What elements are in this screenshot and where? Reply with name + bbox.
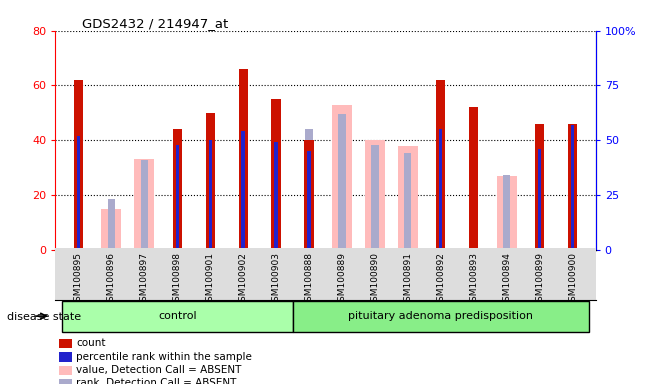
Bar: [365, 140, 385, 250]
Bar: [538, 149, 541, 250]
Bar: [107, 199, 115, 250]
Bar: [242, 131, 245, 250]
Text: value, Detection Call = ABSENT: value, Detection Call = ABSENT: [76, 365, 242, 375]
Bar: [469, 107, 478, 250]
Bar: [62, 301, 292, 332]
Text: GSM100893: GSM100893: [469, 252, 478, 307]
Bar: [134, 159, 154, 250]
Text: GSM100898: GSM100898: [173, 252, 182, 307]
Bar: [275, 142, 278, 250]
Bar: [436, 80, 445, 250]
Text: percentile rank within the sample: percentile rank within the sample: [76, 351, 252, 362]
Bar: [404, 153, 411, 250]
Bar: [497, 176, 517, 250]
Bar: [305, 140, 314, 250]
Text: GSM100895: GSM100895: [74, 252, 83, 307]
Bar: [568, 124, 577, 250]
Bar: [59, 353, 72, 362]
Text: GSM100896: GSM100896: [107, 252, 116, 307]
Text: GSM100897: GSM100897: [140, 252, 149, 307]
Text: GSM100903: GSM100903: [271, 252, 281, 307]
Bar: [102, 209, 121, 250]
Text: rank, Detection Call = ABSENT: rank, Detection Call = ABSENT: [76, 378, 236, 384]
Text: control: control: [158, 311, 197, 321]
Text: GSM100894: GSM100894: [502, 252, 511, 307]
Bar: [271, 99, 281, 250]
Text: GSM100890: GSM100890: [370, 252, 380, 307]
Text: GSM100888: GSM100888: [305, 252, 314, 307]
Text: GSM100901: GSM100901: [206, 252, 215, 307]
Bar: [77, 136, 80, 250]
Text: GDS2432 / 214947_at: GDS2432 / 214947_at: [82, 17, 229, 30]
Bar: [141, 160, 148, 250]
Bar: [173, 129, 182, 250]
Bar: [339, 114, 346, 250]
Text: disease state: disease state: [7, 312, 81, 322]
Text: GSM100902: GSM100902: [239, 252, 247, 307]
Text: pituitary adenoma predisposition: pituitary adenoma predisposition: [348, 311, 533, 321]
Bar: [503, 175, 510, 250]
Bar: [238, 69, 248, 250]
Bar: [59, 339, 72, 348]
Bar: [332, 104, 352, 250]
Bar: [74, 80, 83, 250]
Text: GSM100899: GSM100899: [535, 252, 544, 307]
Text: count: count: [76, 338, 105, 348]
Bar: [371, 144, 378, 250]
Text: GSM100900: GSM100900: [568, 252, 577, 307]
Bar: [208, 140, 212, 250]
Bar: [439, 129, 443, 250]
Bar: [176, 144, 179, 250]
Bar: [59, 379, 72, 384]
Bar: [307, 151, 311, 250]
Text: GSM100891: GSM100891: [404, 252, 412, 307]
Bar: [535, 124, 544, 250]
Bar: [59, 366, 72, 375]
Text: GSM100889: GSM100889: [337, 252, 346, 307]
Bar: [206, 113, 215, 250]
Text: GSM100892: GSM100892: [436, 252, 445, 307]
Bar: [571, 125, 574, 250]
Bar: [398, 146, 418, 250]
Bar: [292, 301, 589, 332]
Bar: [305, 129, 312, 250]
